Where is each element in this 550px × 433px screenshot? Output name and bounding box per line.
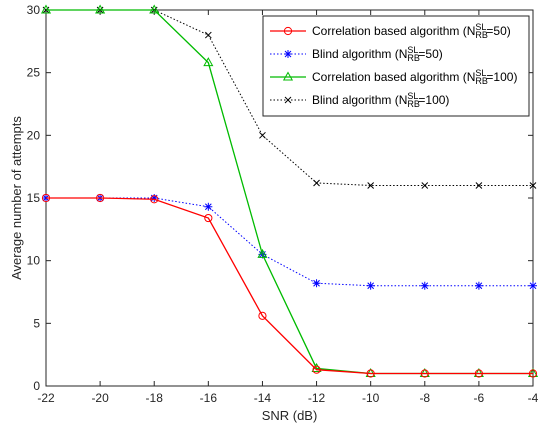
data-point [312,365,321,374]
legend-item: Correlation based algorithm (NRBSL=50) [270,22,511,40]
data-point [41,193,51,203]
legend-label: Blind algorithm (NRBSL=100) [312,91,449,109]
legend-marker [284,96,292,104]
y-tick-label: 20 [27,128,41,142]
data-point [474,281,483,290]
x-tick-label: -16 [200,391,218,405]
data-point [204,213,213,223]
data-point [475,182,483,189]
data-point [150,195,159,204]
y-tick-label: 30 [27,3,41,17]
data-point [420,281,429,290]
data-point [257,248,268,258]
y-tick-label: 10 [27,254,41,268]
x-axis-label: SNR (dB) [262,408,318,423]
data-point [420,369,429,378]
y-axis-label: Average number of attempts [9,116,24,280]
legend-box [262,15,530,117]
y-tick-label: 0 [33,379,40,393]
data-point [312,279,321,288]
x-tick-label: -4 [528,391,539,405]
x-tick-label: -20 [91,391,109,405]
data-point [203,57,214,67]
data-point [421,182,429,189]
data-point [204,202,213,211]
x-tick-label: -12 [308,391,326,405]
series-line [46,197,533,375]
x-tick-label: -18 [146,391,164,405]
legend-label: Blind algorithm (NRBSL=50) [312,45,443,63]
legend-marker [282,71,294,81]
data-point [366,369,375,378]
data-point [259,131,266,139]
data-point [419,367,430,377]
data-point [474,369,483,378]
y-axis-ticks: 0 5 10 15 20 25 30 [27,3,533,393]
x-tick-label: -14 [254,391,272,405]
data-point [528,369,538,378]
data-point [529,281,537,290]
legend-marker [284,50,292,58]
data-point [367,182,375,189]
x-tick-label: -10 [362,391,380,405]
data-point [258,311,267,320]
y-tick-label: 25 [27,66,41,80]
data-point [96,193,105,203]
data-point [529,182,537,189]
data-point [527,367,539,377]
legend-label: Correlation based algorithm (NRBSL=50) [312,22,511,40]
series-layer [40,4,539,378]
data-point [366,281,375,290]
data-point [40,4,52,14]
data-point [204,31,212,39]
legend-item: Blind algorithm (NRBSL=100) [270,91,449,109]
legend-label: Correlation based algorithm (NRBSL=100) [312,68,517,86]
legend-marker [283,26,293,36]
y-tick-label: 5 [33,316,40,330]
data-point [149,4,160,14]
data-point [313,179,320,187]
y-tick-label: 15 [27,191,41,205]
x-tick-label: -22 [37,391,55,405]
data-point [473,367,484,377]
x-tick-label: -8 [419,391,430,405]
legend-item: Blind algorithm (NRBSL=50) [270,45,443,63]
series-1 [41,193,538,378]
legend: Correlation based algorithm (NRBSL=50) Bl… [262,15,530,117]
data-point [95,4,106,14]
x-tick-label: -6 [474,391,485,405]
legend-item: Correlation based algorithm (NRBSL=100) [270,68,517,86]
x-axis-ticks: -22 -20 -18 -16 -14 -12 -10 -8 -6 -4 [37,10,539,405]
